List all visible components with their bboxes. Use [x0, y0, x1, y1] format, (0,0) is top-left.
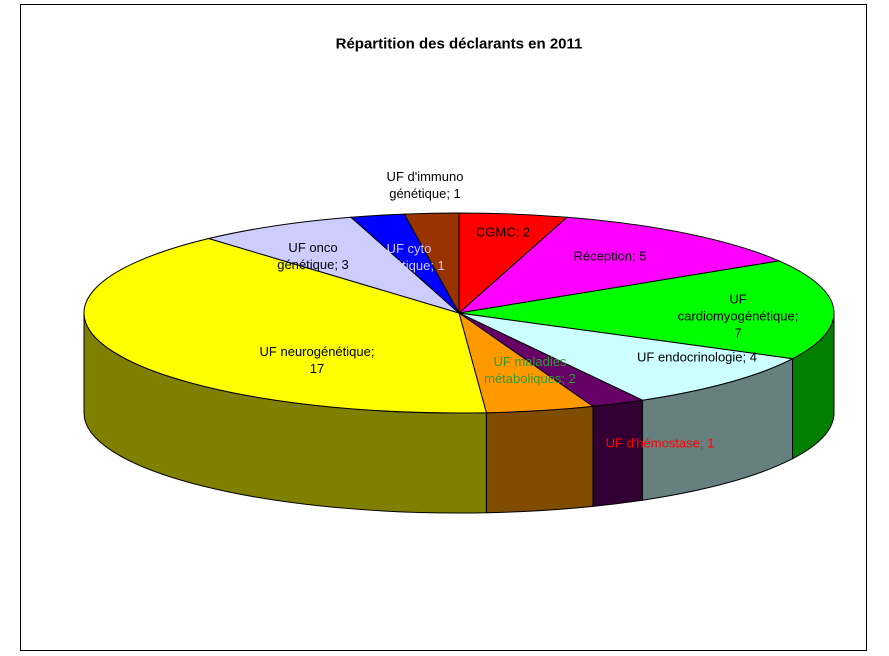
data-label: Réception; 5 [573, 248, 647, 264]
pie-slice [206, 216, 460, 314]
data-label: UF d'hémostase; 1 [605, 435, 715, 451]
data-label: UF maladies métaboliques; 2 [484, 354, 576, 386]
pie-slice [83, 238, 488, 414]
pie-side [485, 405, 594, 514]
data-label: UF d'immuno génétique; 1 [386, 169, 464, 201]
pie-slice [403, 212, 460, 314]
pie-slice [457, 216, 781, 314]
pie-slice [458, 260, 835, 360]
data-label: CGMC; 2 [475, 224, 531, 240]
data-label: UF cyto génétique; 1 [373, 241, 445, 273]
pie-side [592, 399, 644, 507]
data-label: UF endocrinologie; 4 [637, 349, 757, 365]
data-label: UF neurogénétique; 17 [259, 344, 375, 376]
data-label: UF onco génétique; 3 [277, 240, 349, 272]
chart-title: Répartition des déclarants en 2011 [335, 35, 583, 53]
data-label: UF cardiomyogénétique; 7 [677, 291, 799, 341]
pie-slice [458, 312, 795, 401]
